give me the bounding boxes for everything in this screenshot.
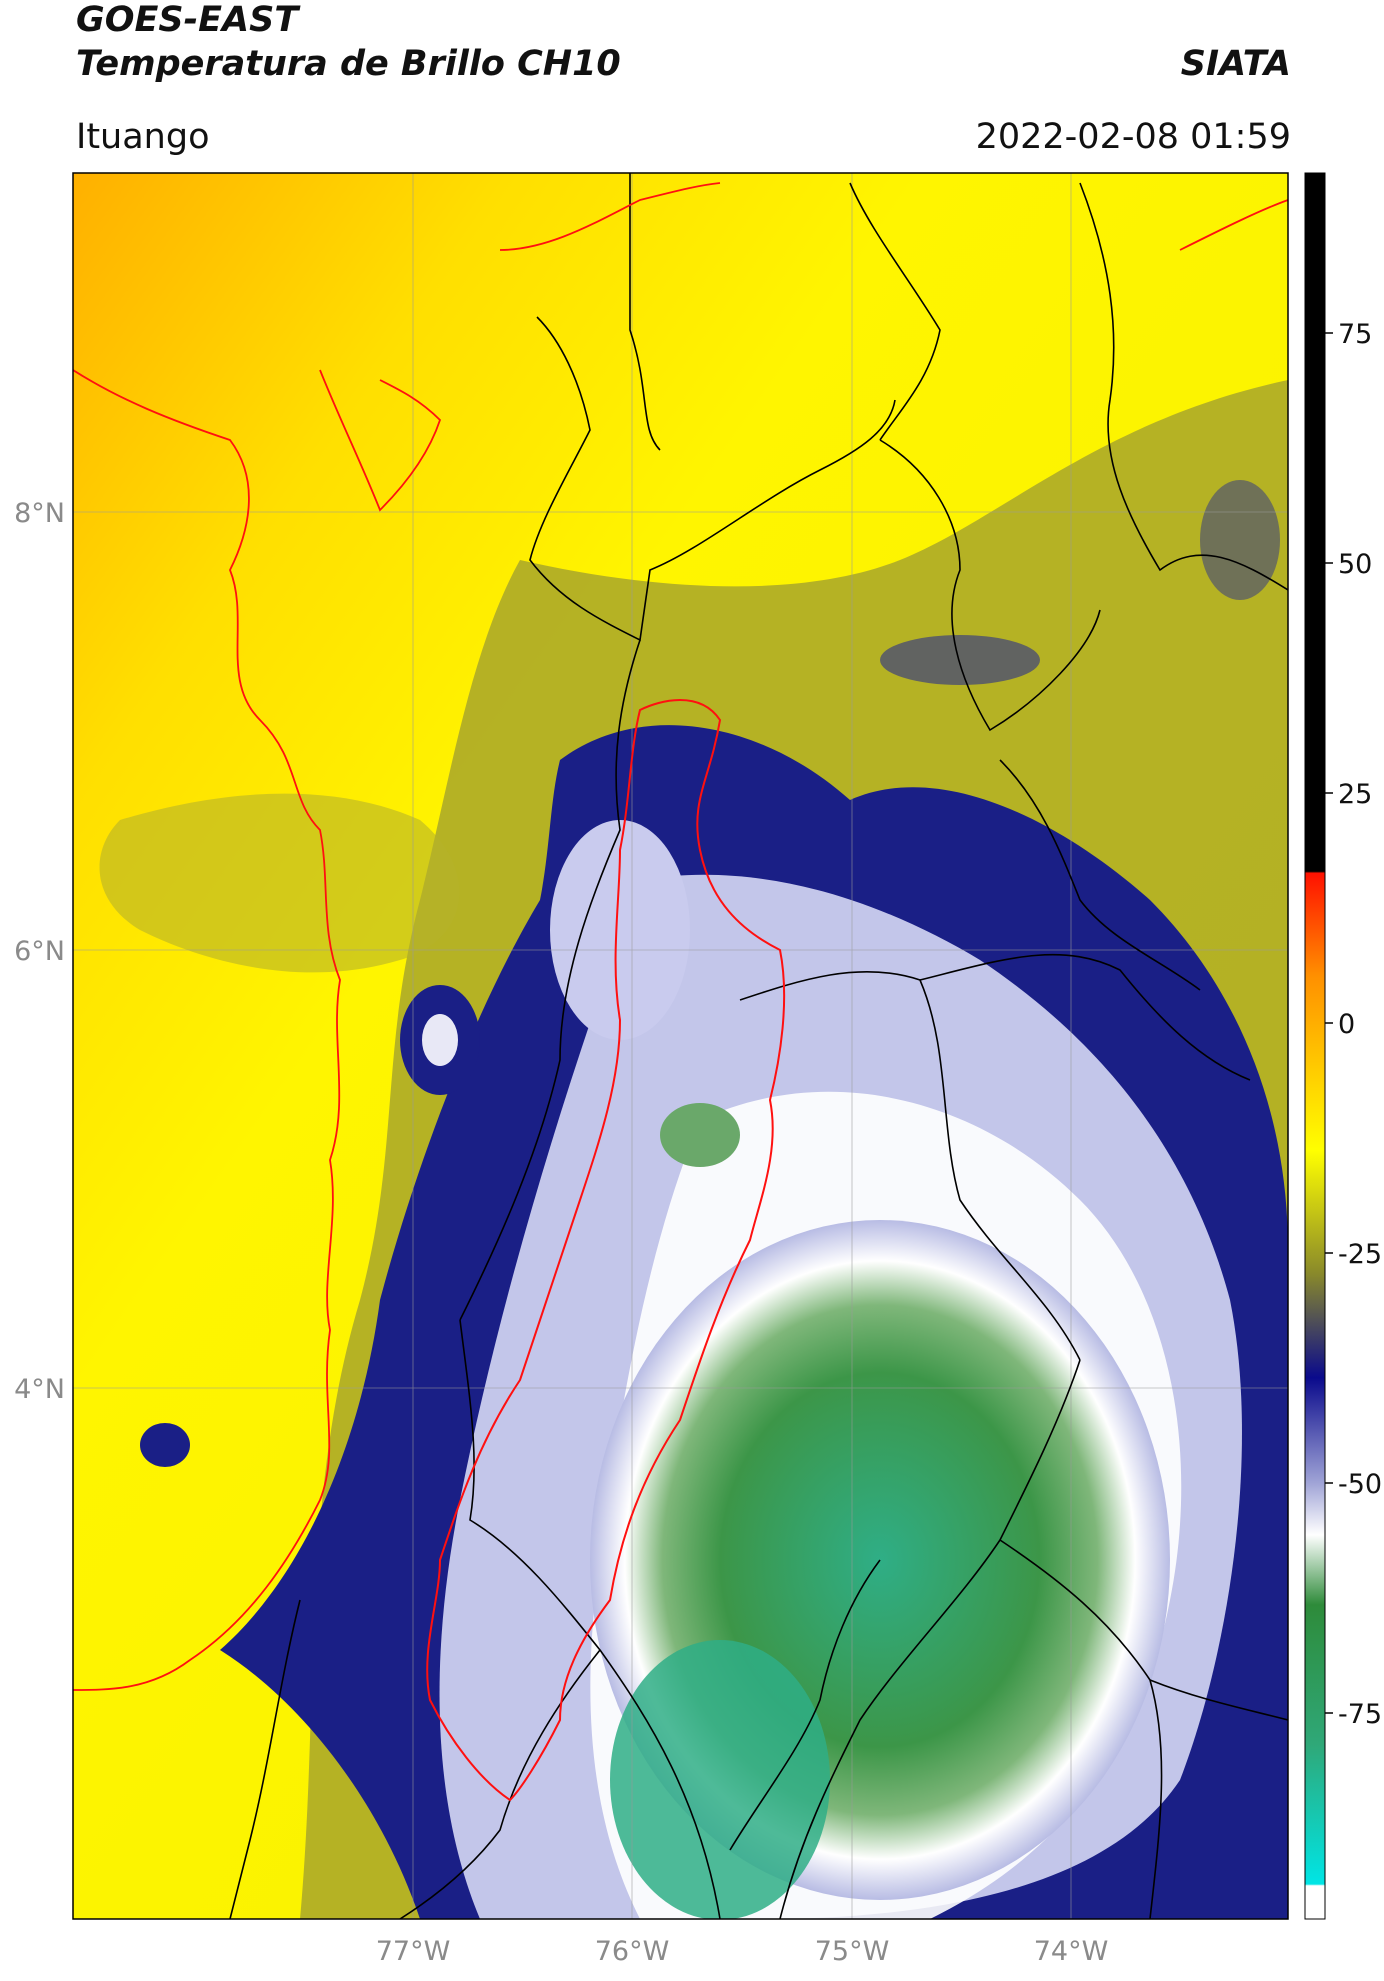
organization-label: SIATA bbox=[1180, 44, 1291, 84]
lat-label-4: 4°N bbox=[14, 1374, 65, 1405]
map-plot bbox=[73, 173, 1288, 1919]
plot-frame bbox=[72, 172, 1289, 1920]
satellite-title: GOES-EAST bbox=[76, 0, 299, 40]
cloud-cell-west-core bbox=[422, 1014, 458, 1066]
colorbar-tick-0: 0 bbox=[1338, 1009, 1355, 1040]
olive-band-west bbox=[99, 793, 460, 973]
colorbar-tick-neg75: -75 bbox=[1338, 1699, 1382, 1730]
cloud-cell-north bbox=[550, 820, 690, 1040]
colorbar-tick-75: 75 bbox=[1338, 319, 1372, 350]
storm-core-south bbox=[610, 1640, 830, 1919]
admin-borders bbox=[229, 173, 1288, 1919]
cloud-cell-ocean bbox=[140, 1423, 190, 1467]
lat-axis: 8°N 6°N 4°N bbox=[14, 498, 65, 1405]
timestamp-label: 2022-02-08 01:59 bbox=[975, 117, 1291, 157]
lon-label-77: 77°W bbox=[376, 1936, 451, 1967]
lat-label-8: 8°N bbox=[14, 498, 65, 529]
colorbar-gradient bbox=[1304, 172, 1326, 1920]
lon-axis: 77°W 76°W 75°W 74°W bbox=[376, 1936, 1109, 1967]
region-label: Ituango bbox=[76, 117, 210, 157]
colorbar-tick-neg25: -25 bbox=[1338, 1239, 1382, 1270]
colorbar-tick-neg50: -50 bbox=[1338, 1469, 1382, 1500]
product-title: Temperatura de Brillo CH10 bbox=[76, 44, 621, 84]
lat-label-6: 6°N bbox=[14, 936, 65, 967]
cloud-cell-green bbox=[660, 1103, 740, 1167]
region-boundary bbox=[426, 699, 786, 1802]
coastline bbox=[73, 182, 1288, 1691]
lon-label-75: 75°W bbox=[815, 1936, 890, 1967]
cloud-streak-ne bbox=[880, 635, 1040, 685]
colorbar-tick-50: 50 bbox=[1338, 549, 1372, 580]
lon-label-76: 76°W bbox=[595, 1936, 670, 1967]
cloud-streak-east bbox=[1200, 480, 1280, 600]
colorbar-tick-25: 25 bbox=[1338, 779, 1372, 810]
lon-label-74: 74°W bbox=[1034, 1936, 1109, 1967]
colorbar: 75 50 25 0 -25 -50 -75 bbox=[1304, 172, 1382, 1920]
graticule bbox=[73, 173, 1288, 1919]
